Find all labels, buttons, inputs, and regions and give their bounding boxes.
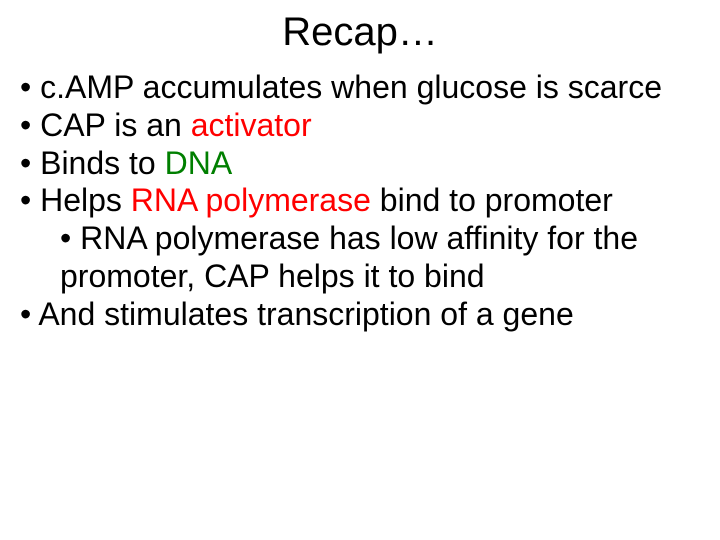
- bullet-text-green: DNA: [165, 145, 233, 181]
- bullet-text: CAP is an: [40, 107, 191, 143]
- slide-title: Recap…: [20, 10, 700, 55]
- bullet-3: • Binds to DNA: [20, 145, 700, 183]
- bullet-text: bind to promoter: [380, 182, 613, 218]
- bullet-dot: •: [20, 296, 38, 332]
- bullet-text: Helps: [40, 182, 131, 218]
- bullet-text: Binds to: [40, 145, 165, 181]
- bullet-dot: •: [20, 145, 40, 181]
- slide: Recap… • c.AMP accumulates when glucose …: [0, 0, 720, 540]
- bullet-text: RNA polymerase has low affinity for the …: [60, 220, 638, 294]
- bullet-text: And stimulates transcription of a gene: [38, 296, 573, 332]
- bullet-4: • Helps RNA polymerase bind to promoter: [20, 182, 700, 220]
- bullet-dot: •: [20, 182, 40, 218]
- slide-content: • c.AMP accumulates when glucose is scar…: [20, 69, 700, 333]
- bullet-text-red: RNA polymerase: [131, 182, 380, 218]
- bullet-5-sub: • RNA polymerase has low affinity for th…: [20, 220, 700, 296]
- bullet-2: • CAP is an activator: [20, 107, 700, 145]
- bullet-dot: •: [60, 220, 80, 256]
- bullet-dot: •: [20, 69, 40, 105]
- bullet-text: c.AMP accumulates when glucose is scarce: [40, 69, 662, 105]
- bullet-text-red: activator: [191, 107, 312, 143]
- bullet-1: • c.AMP accumulates when glucose is scar…: [20, 69, 700, 107]
- bullet-dot: •: [20, 107, 40, 143]
- bullet-6: • And stimulates transcription of a gene: [20, 296, 700, 334]
